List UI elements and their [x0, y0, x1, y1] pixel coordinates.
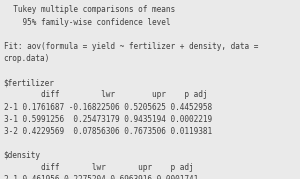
Text: 3-2 0.4229569  0.07856306 0.7673506 0.0119381: 3-2 0.4229569 0.07856306 0.7673506 0.011…	[4, 127, 212, 136]
Text: diff         lwr        upr    p adj: diff lwr upr p adj	[4, 90, 207, 99]
Text: Fit: aov(formula = yield ~ fertilizer + density, data =: Fit: aov(formula = yield ~ fertilizer + …	[4, 42, 258, 51]
Text: 95% family-wise confidence level: 95% family-wise confidence level	[4, 18, 170, 26]
Text: diff       lwr       upr    p adj: diff lwr upr p adj	[4, 163, 193, 172]
Text: $density: $density	[4, 151, 41, 160]
Text: 2-1 0.1761687 -0.16822506 0.5205625 0.4452958: 2-1 0.1761687 -0.16822506 0.5205625 0.44…	[4, 103, 212, 112]
Text: 2-1 0.461956 0.2275204 0.6963916 0.0001741: 2-1 0.461956 0.2275204 0.6963916 0.00017…	[4, 175, 198, 179]
Text: $fertilizer: $fertilizer	[4, 78, 55, 87]
Text: crop.data): crop.data)	[4, 54, 50, 63]
Text: 3-1 0.5991256  0.25473179 0.9435194 0.0002219: 3-1 0.5991256 0.25473179 0.9435194 0.000…	[4, 115, 212, 124]
Text: Tukey multiple comparisons of means: Tukey multiple comparisons of means	[4, 5, 175, 14]
